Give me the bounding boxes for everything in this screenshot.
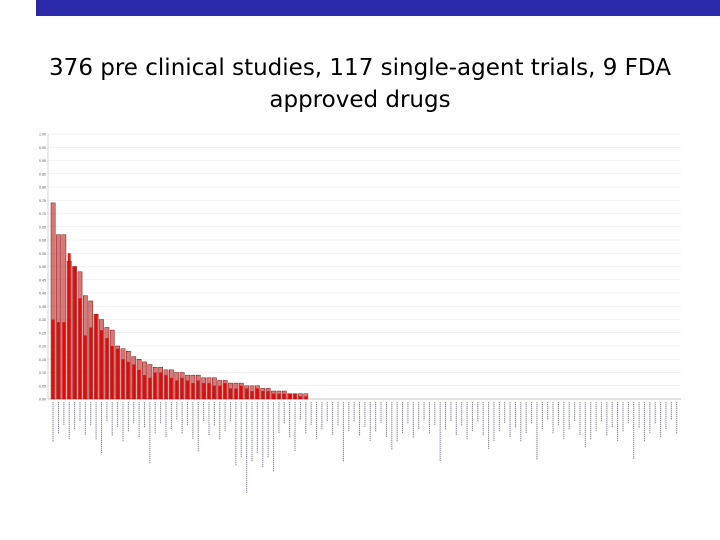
bar-lower [223,383,227,399]
bar-lower [116,348,120,399]
y-tick-label: 0.75 [39,199,46,203]
bar-lower [126,361,130,399]
bar-lower [51,319,55,399]
bar-lower [191,383,195,399]
bar-lower [266,391,270,399]
bar-lower [207,383,211,399]
bar-lower [212,385,216,399]
y-tick-label: 0.85 [39,172,46,176]
bar-lower [186,380,189,399]
bar-lower [202,383,206,399]
bar-lower [94,314,98,399]
y-tick-label: 0.65 [39,225,46,229]
y-tick-label: 0.20 [39,345,46,349]
bar-lower [255,388,259,399]
bar-lower [78,298,82,399]
y-tick-label: 0.30 [39,318,46,322]
bar-lower [261,391,265,399]
bar-lower [100,330,103,399]
y-tick-label: 0.70 [39,212,46,216]
response-rate-bar-chart: 0.00 0.05 0.10 0.15 0.20 0.25 0.30 0.35 0.40 0.45… [39,133,681,493]
bar-lower [298,396,302,399]
bar-lower [272,393,275,399]
y-tick-label: 0.55 [39,252,46,256]
bar-lower [277,393,281,399]
y-tick-label: 0.45 [39,278,46,282]
bar-lower [304,396,308,399]
bar-lower [234,388,238,399]
bar-lower [153,372,157,399]
bar-lower [229,388,232,399]
bar-lower [62,322,66,399]
chart-area: 0.00 0.05 0.10 0.15 0.20 0.25 0.30 0.35 0.40 0.45… [36,128,684,516]
bar-lower [218,385,222,399]
bar-lower [180,377,184,399]
bar-lower [175,380,179,399]
bar-lower [137,369,141,399]
y-tick-label: 0.90 [39,159,46,163]
bar-lower [73,266,77,399]
y-tick-label: 0.00 [39,398,46,402]
bar-lower [110,346,114,399]
y-tick-label: 0.05 [39,384,46,388]
bar-lower [250,391,254,399]
bar-lower [239,385,243,399]
bar-lower [57,322,60,399]
bar-lower [143,375,146,399]
y-tick-label: 0.35 [39,305,46,309]
bar-lower [196,380,200,399]
y-tick-label: 0.25 [39,331,46,335]
bar-lower [282,393,286,399]
bar-lower [89,327,93,399]
title-accent-bar [36,0,720,16]
y-tick-label: 0.50 [39,265,46,269]
bar-lower [121,359,125,399]
y-tick-label: 0.15 [39,358,46,362]
bar-lower [148,377,152,399]
slide-title: 376 pre clinical studies, 117 single-age… [49,55,671,113]
y-tick-label: 0.95 [39,146,46,150]
y-tick-label: 0.10 [39,371,46,375]
bar-lower [159,372,163,399]
bar-lower [164,375,168,399]
bar-lower [105,338,109,399]
bar-lower [67,253,71,399]
y-tick-label: 1.00 [39,133,46,137]
bar-lower [132,364,136,399]
y-tick-label: 0.60 [39,239,46,243]
bar-lower [293,393,297,399]
bar-lower [288,393,292,399]
bar-lower [169,377,173,399]
bar-lower [83,335,87,399]
bar-lower [245,388,249,399]
y-tick-label: 0.40 [39,292,46,296]
y-tick-label: 0.80 [39,186,46,190]
